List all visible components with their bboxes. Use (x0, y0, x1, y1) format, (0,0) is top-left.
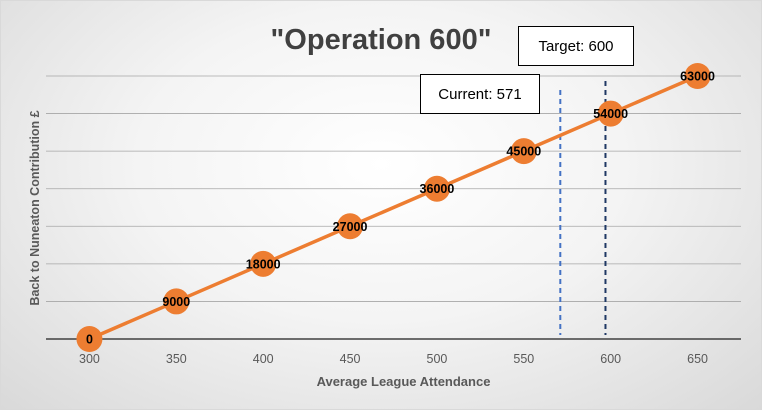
data-point (510, 138, 537, 165)
chart-title: "Operation 600" (271, 24, 492, 56)
data-label: 27000 (333, 220, 368, 234)
data-label: 36000 (420, 182, 455, 196)
data-point (76, 326, 103, 352)
series (76, 63, 711, 352)
data-label: 63000 (680, 70, 715, 84)
data-point (337, 213, 364, 240)
data-label: 0 (86, 333, 93, 347)
series-line (87, 74, 700, 341)
x-tick-label: 550 (513, 352, 534, 366)
x-tick-label: 500 (427, 352, 448, 366)
current-callout: Current: 571 (420, 74, 540, 114)
x-tick-label: 400 (253, 352, 274, 366)
x-tick-label: 350 (166, 352, 187, 366)
gridlines (46, 75, 741, 302)
current-callout-text: Current: 571 (438, 85, 522, 103)
data-point (163, 288, 190, 315)
x-tick-label: 600 (600, 352, 621, 366)
data-label: 18000 (246, 257, 281, 271)
data-label: 45000 (506, 145, 541, 159)
data-point (250, 250, 277, 277)
y-axis-title: Back to Nuneaton Contribution £ (28, 110, 42, 305)
x-tick-label: 450 (340, 352, 361, 366)
reference-lines (559, 81, 607, 335)
target-callout-text: Target: 600 (538, 37, 614, 55)
data-point (423, 175, 450, 202)
x-tick-label: 300 (79, 352, 100, 366)
data-label: 9000 (162, 295, 190, 309)
labels: 0 9000 18000 27000 36000 45000 54000 63000 300 35… (28, 24, 715, 389)
x-axis-title: Average League Attendance (317, 374, 491, 389)
data-label: 54000 (593, 107, 628, 121)
data-point (597, 100, 624, 127)
target-callout: Target: 600 (518, 26, 634, 66)
data-point (684, 63, 711, 89)
x-tick-label: 650 (687, 352, 708, 366)
